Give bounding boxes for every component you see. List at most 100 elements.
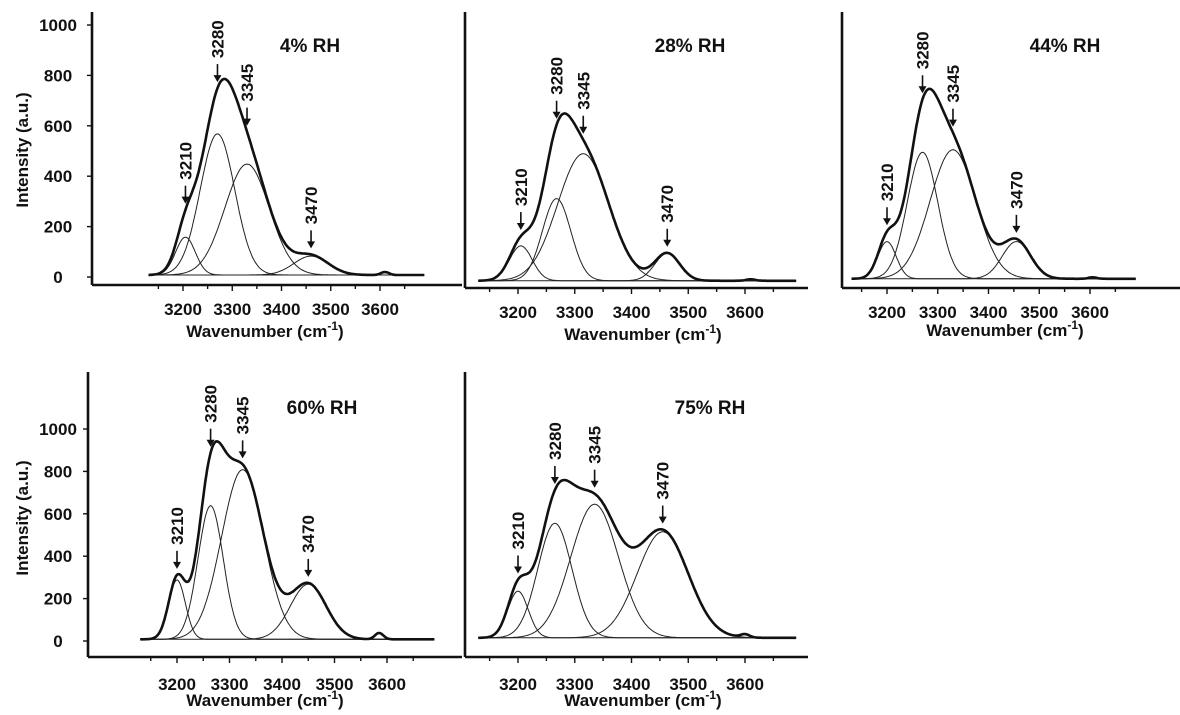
peak-label: 3210 <box>509 512 528 550</box>
x-axis-title: Wavenumber (cm-1) <box>926 318 1083 340</box>
peak-arrow-head <box>238 451 247 459</box>
x-axis-title: Wavenumber (cm-1) <box>186 319 343 341</box>
x-tick-label: 3200 <box>868 303 906 322</box>
x-tick-label: 3500 <box>669 675 707 694</box>
component-peak-curve <box>148 163 425 276</box>
peak-arrow-head <box>1012 225 1021 233</box>
x-tick-label: 3200 <box>499 675 537 694</box>
x-tick-label: 3400 <box>970 303 1008 322</box>
x-tick-label: 3300 <box>213 300 251 319</box>
total-spectrum-curve <box>851 87 1136 281</box>
x-tick-label: 3200 <box>158 675 196 694</box>
x-tick-label: 3400 <box>263 300 301 319</box>
x-tick-label: 3300 <box>556 303 594 322</box>
peak-arrow-head <box>658 516 667 524</box>
peak-arrow-head <box>590 480 599 488</box>
x-tick-label: 3300 <box>211 675 249 694</box>
x-tick-label: 3300 <box>919 303 957 322</box>
peak-label: 3470 <box>1007 171 1026 209</box>
component-peak-curve <box>140 469 435 640</box>
peak-arrow-head <box>579 126 588 134</box>
peak-label: 3280 <box>914 31 933 69</box>
component-peak-curve <box>140 579 435 640</box>
component-peak-curve <box>478 531 797 639</box>
peak-label: 3470 <box>658 185 677 223</box>
peak-label: 3345 <box>574 72 593 110</box>
spectrum-panel: 3200 3300 3400 3500 3600 Wavenumber (cm-1) 75%… <box>463 372 808 710</box>
peak-label: 3470 <box>654 462 673 500</box>
y-tick-label: 600 <box>44 117 72 136</box>
total-spectrum-curve <box>140 439 435 641</box>
component-peak-curve <box>478 503 797 639</box>
x-axis-title: Wavenumber (cm-1) <box>564 322 721 344</box>
component-peak-curve <box>851 241 1136 280</box>
y-tick-label: 800 <box>44 462 72 481</box>
x-tick-label: 3200 <box>164 300 202 319</box>
total-spectrum-curve <box>148 77 425 277</box>
y-tick-label: 200 <box>44 590 72 609</box>
y-tick-label: 0 <box>53 632 62 651</box>
panel-title: 60% RH <box>287 398 358 419</box>
peak-arrow-head <box>181 196 190 204</box>
x-tick-label: 3600 <box>361 300 399 319</box>
spectrum-panel: 3200 3300 3400 3500 3600 0 200 400 600 800 1000 Int… <box>13 372 462 710</box>
total-spectrum-curve <box>478 478 797 640</box>
x-tick-label: 3500 <box>669 303 707 322</box>
peak-arrow-head <box>883 218 891 226</box>
peak-arrow-head <box>550 476 559 484</box>
x-tick-label: 3500 <box>1020 303 1058 322</box>
component-peak-curve <box>140 583 435 640</box>
x-tick-label: 3600 <box>1071 303 1109 322</box>
peak-label: 3210 <box>878 163 897 201</box>
peak-arrow-head <box>918 86 927 94</box>
y-tick-label: 0 <box>53 268 62 287</box>
peak-arrow-head <box>514 566 522 574</box>
peak-label: 3280 <box>548 57 567 95</box>
peak-arrow-head <box>307 241 316 249</box>
y-tick-label: 1000 <box>39 16 77 35</box>
x-axis-title: Wavenumber (cm-1) <box>564 688 721 710</box>
peak-label: 3210 <box>168 507 187 545</box>
x-axis-title: Wavenumber (cm-1) <box>186 688 343 710</box>
peak-label: 3280 <box>202 385 221 423</box>
peak-arrow-head <box>948 119 957 127</box>
y-tick-label: 600 <box>44 505 72 524</box>
peak-label: 3470 <box>302 187 321 225</box>
peak-arrow-head <box>243 118 252 126</box>
x-tick-label: 3500 <box>316 675 354 694</box>
x-tick-label: 3400 <box>613 303 651 322</box>
peak-arrow-head <box>206 439 215 447</box>
peak-label: 3280 <box>208 20 227 58</box>
y-tick-label: 800 <box>44 66 72 85</box>
peak-arrow-head <box>663 239 672 247</box>
x-tick-label: 3600 <box>726 675 764 694</box>
y-tick-label: 400 <box>44 167 72 186</box>
panel-title: 44% RH <box>1030 36 1101 57</box>
component-peak-curve <box>478 590 797 639</box>
component-peak-curve <box>148 236 425 276</box>
x-tick-label: 3300 <box>556 675 594 694</box>
x-tick-label: 3400 <box>263 675 301 694</box>
panel-title: 75% RH <box>675 398 746 419</box>
peak-label: 3345 <box>586 426 605 464</box>
component-peak-curve <box>851 241 1136 280</box>
y-tick-label: 200 <box>44 218 72 237</box>
component-peak-curve <box>478 245 797 282</box>
x-tick-label: 3200 <box>499 303 537 322</box>
y-tick-label: 400 <box>44 547 72 566</box>
total-spectrum-curve <box>478 112 797 283</box>
peak-label: 3345 <box>234 397 253 435</box>
peak-arrow-head <box>213 75 222 83</box>
y-tick-label: 1000 <box>39 420 77 439</box>
peak-label: 3470 <box>299 515 318 553</box>
peak-label: 3210 <box>512 168 531 206</box>
y-axis-title: Intensity (a.u.) <box>13 460 32 575</box>
peak-arrow-head <box>173 561 181 569</box>
panel-title: 28% RH <box>655 36 726 57</box>
peak-label: 3280 <box>546 422 565 460</box>
peak-label: 3210 <box>176 142 195 180</box>
spectrum-panel: 3200 3300 3400 3500 3600 Wavenumber (cm-1) 28%… <box>463 12 808 344</box>
peak-label: 3345 <box>238 64 257 102</box>
